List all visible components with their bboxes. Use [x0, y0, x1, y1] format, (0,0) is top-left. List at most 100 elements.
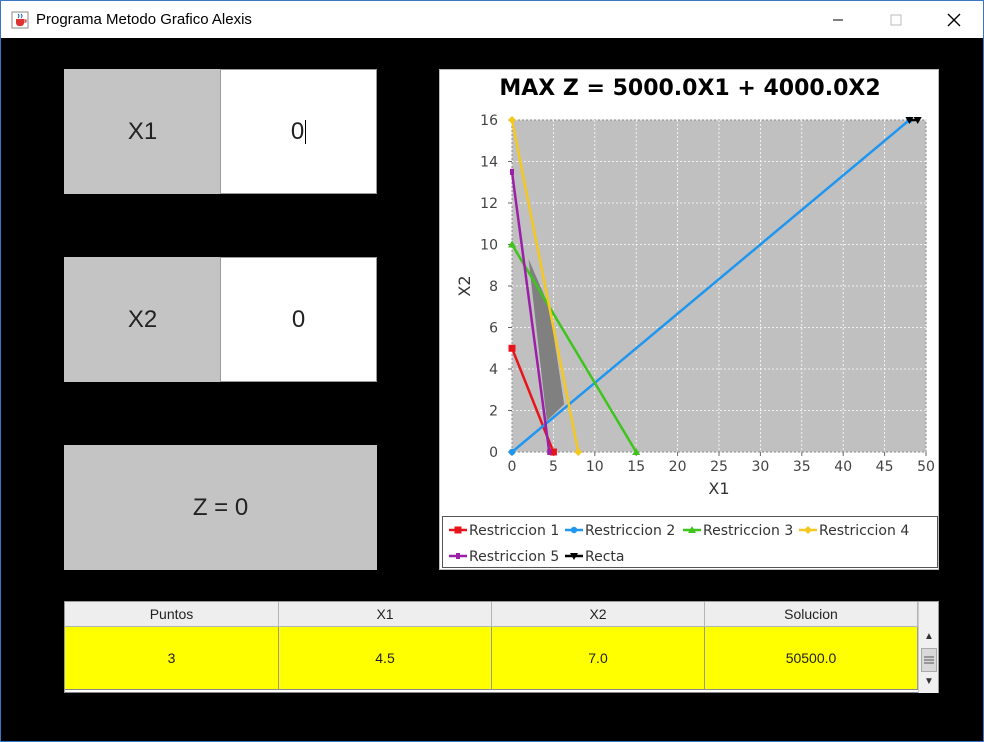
table-cell[interactable]: 3 — [65, 627, 279, 689]
legend-item: Restriccion 5 — [449, 549, 559, 565]
x-tick-label: 40 — [834, 459, 852, 475]
minimize-icon — [833, 19, 843, 20]
chart-svg: MAX Z = 5000.0X1 + 4000.0X2 0 5 10 15 20 25 30… — [455, 76, 935, 498]
z-result: Z = 0 — [64, 445, 377, 570]
x1-input[interactable]: 0 — [220, 69, 377, 194]
cell-text: 3 — [167, 650, 176, 666]
legend-label: Restriccion 3 — [703, 523, 793, 539]
feasible-region-polygon — [528, 259, 565, 421]
x-tick-label: 20 — [669, 459, 687, 475]
vertical-scrollbar[interactable]: ▲ ▼ — [918, 602, 938, 693]
maximize-button[interactable] — [867, 1, 925, 38]
series-marker — [508, 116, 516, 124]
column-header-x2[interactable]: X2 — [492, 602, 705, 627]
z-result-text: Z = 0 — [192, 493, 249, 521]
x2-input[interactable]: 0 — [220, 257, 377, 382]
series-marker — [688, 526, 696, 533]
series-line — [510, 119, 580, 453]
cell-text: 4.5 — [375, 650, 395, 666]
series-marker — [804, 526, 812, 534]
x1-value: 0 — [290, 117, 305, 145]
axes: 0 5 10 15 20 25 30 35 40 45 50 0 2 4 6 8 10 12 14 16 — [480, 113, 935, 475]
series-marker — [632, 448, 641, 455]
legend-label: Restriccion 5 — [469, 549, 559, 565]
feasible-region — [528, 259, 565, 421]
y-tick-label: 8 — [489, 279, 498, 295]
table-cell[interactable]: 50500.0 — [705, 627, 918, 689]
chart-panel: MAX Z = 5000.0X1 + 4000.0X2 0 5 10 15 20 25 30… — [439, 69, 939, 570]
chart-legend: Restriccion 1 Restriccion 2 Restriccion 3 R… — [442, 516, 938, 568]
java-cup-icon — [11, 11, 29, 29]
legend-item: Recta — [565, 549, 624, 565]
x1-label: X1 — [64, 69, 221, 194]
x-tick-label: 25 — [710, 459, 728, 475]
y-tick-label: 12 — [480, 196, 498, 212]
column-header-puntos[interactable]: Puntos — [65, 602, 279, 627]
legend-svg: Restriccion 1 Restriccion 2 Restriccion 3 R… — [449, 523, 909, 565]
series-marker — [913, 117, 922, 124]
x-tick-label: 5 — [549, 459, 558, 475]
cell-text: 7.0 — [588, 650, 608, 666]
series-recta — [905, 117, 922, 124]
series-marker — [510, 168, 514, 175]
y-axis-label: X2 — [455, 275, 474, 296]
series-line — [510, 171, 551, 453]
y-tick-label: 0 — [489, 445, 498, 461]
x-tick-label: 45 — [876, 459, 894, 475]
series-marker — [508, 240, 516, 248]
y-tick-label: 4 — [489, 362, 498, 378]
x-tick-label: 0 — [508, 459, 517, 475]
results-table: Puntos X1 X2 Solucion 3 4.5 7.0 50500.0 … — [64, 601, 939, 693]
x2-value: 0 — [291, 305, 306, 333]
x-axis-label: X1 — [708, 479, 729, 498]
x2-label-text: X2 — [127, 305, 158, 333]
x-tick-label: 30 — [751, 459, 769, 475]
table-cell[interactable]: 4.5 — [279, 627, 492, 689]
legend-item: Restriccion 4 — [799, 523, 909, 539]
close-button[interactable] — [925, 1, 983, 38]
chart-title: MAX Z = 5000.0X1 + 4000.0X2 — [499, 76, 880, 101]
header-text: Solucion — [784, 606, 838, 622]
series-marker — [570, 553, 578, 560]
series-line — [510, 243, 638, 453]
legend-item: Restriccion 3 — [683, 523, 793, 539]
maximize-icon — [890, 14, 902, 25]
table-cell[interactable]: 7.0 — [492, 627, 705, 689]
series-marker — [905, 117, 914, 124]
series-restriccion-5 — [510, 168, 552, 455]
y-tick-label: 6 — [489, 321, 498, 337]
series-restriccion-3 — [508, 240, 641, 455]
minimize-button[interactable] — [809, 1, 867, 38]
legend-label: Restriccion 4 — [819, 523, 909, 539]
y-tick-label: 2 — [489, 404, 498, 420]
header-text: X1 — [376, 606, 394, 622]
series-marker — [547, 449, 552, 455]
x-tick-label: 10 — [586, 459, 604, 475]
scroll-thumb[interactable] — [921, 648, 937, 672]
x1-label-text: X1 — [127, 117, 158, 145]
title-bar: Programa Metodo Grafico Alexis — [1, 1, 983, 38]
legend-item: Restriccion 1 — [449, 523, 559, 539]
column-header-x1[interactable]: X1 — [279, 602, 492, 627]
series-group — [508, 116, 922, 456]
legend-label: Restriccion 1 — [469, 523, 559, 539]
x-tick-label: 35 — [793, 459, 811, 475]
scroll-up-arrow-icon[interactable]: ▲ — [924, 631, 934, 642]
cell-text: 50500.0 — [785, 650, 837, 666]
table-row-divider — [65, 689, 918, 693]
grid — [511, 119, 927, 453]
series-marker — [549, 448, 557, 456]
series-line — [511, 119, 911, 453]
y-tick-label: 10 — [480, 238, 498, 254]
series-marker — [574, 448, 583, 456]
x2-label: X2 — [64, 257, 221, 382]
series-marker — [508, 344, 516, 352]
scroll-down-arrow-icon[interactable]: ▼ — [924, 676, 934, 687]
legend-item: Restriccion 2 — [565, 523, 675, 539]
column-header-solucion[interactable]: Solucion — [705, 602, 918, 627]
legend-label: Restriccion 2 — [585, 523, 675, 539]
series-marker — [456, 553, 460, 559]
y-tick-label: 14 — [480, 155, 498, 171]
text-caret — [305, 119, 307, 144]
